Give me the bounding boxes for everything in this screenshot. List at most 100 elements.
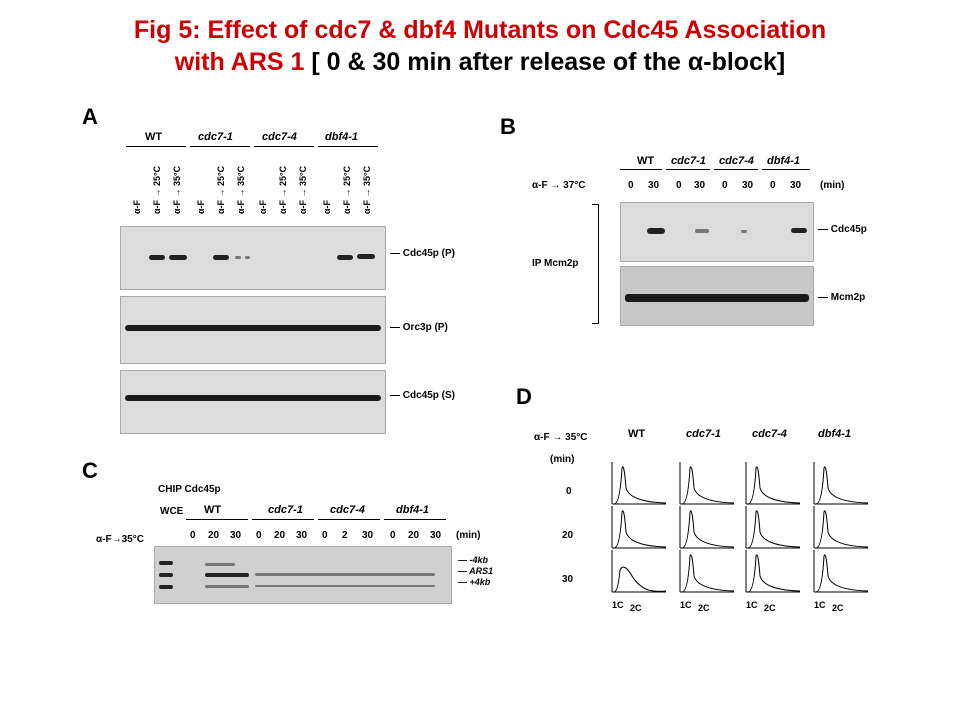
row-text: Orc3p (P) [402, 322, 448, 333]
band [205, 573, 249, 577]
hist-axes [611, 550, 666, 593]
hist-curve [613, 510, 667, 549]
panel-d-col-dbf4-1: dbf4-1 [818, 428, 851, 440]
ploidy-2c: 2C [764, 603, 776, 613]
time: 0 [770, 180, 776, 191]
time: 0 [390, 530, 396, 541]
marker-text: -4kb [469, 555, 489, 565]
panel-c-condition: α-F→35°C [96, 534, 144, 545]
hist-curve [815, 554, 869, 593]
band [125, 325, 381, 331]
marker: — +4kb [458, 577, 491, 587]
band [357, 254, 375, 259]
panel-c-underline [318, 519, 380, 520]
band [159, 573, 173, 577]
panel-c-underline [186, 519, 248, 520]
hist-axes [745, 462, 800, 505]
time: 30 [694, 180, 706, 191]
hist-axes [813, 506, 868, 549]
ploidy-2c: 2C [630, 603, 642, 613]
time: 0 [722, 180, 728, 191]
band [255, 573, 435, 576]
panel-a-label: A [82, 104, 98, 129]
time: 0 [676, 180, 682, 191]
hist-axes [611, 506, 666, 549]
lane-label: α-F [132, 199, 142, 214]
wce-label: WCE [160, 506, 184, 517]
time-label: 30 [562, 574, 574, 585]
panel-c-group-cdc7-1: cdc7-1 [268, 504, 303, 516]
panel-a-group-cdc7-1: cdc7-1 [198, 131, 233, 143]
panel-b-underline [762, 169, 810, 170]
panel-b-underline [666, 169, 710, 170]
band [245, 256, 250, 259]
time-unit: (min) [820, 180, 845, 191]
lane-label: α-F → 35°C [236, 165, 246, 214]
title-line1-text: Fig 5: Effect of cdc7 & dbf4 Mutants on … [133, 16, 827, 44]
hist-axes [679, 462, 734, 505]
ploidy-2c: 2C [832, 603, 844, 613]
row-label-a: — Cdc45p (S) [390, 390, 456, 401]
time-label: 0 [566, 486, 572, 497]
panel-b-group-cdc7-1: cdc7-1 [671, 155, 706, 167]
gel-a-cdc45p-s [120, 370, 386, 434]
row-text: Cdc45p (P) [402, 248, 456, 259]
panel-a-underline [126, 146, 186, 147]
time: 30 [296, 530, 308, 541]
ip-label: IP Mcm2p [532, 258, 579, 269]
time: 0 [628, 180, 634, 191]
hist-axes [679, 550, 734, 593]
band [169, 255, 187, 260]
marker: — -4kb [458, 555, 489, 565]
time: 20 [408, 530, 420, 541]
panel-d-col-wt: WT [628, 428, 646, 440]
time: 30 [230, 530, 242, 541]
hist-axes [813, 462, 868, 505]
row-text: Cdc45p (S) [402, 390, 456, 401]
hist-curve [747, 554, 801, 593]
band [625, 294, 809, 302]
hist-curve [613, 466, 667, 505]
row-label-a: — Cdc45p (P) [390, 248, 456, 259]
lane-label: α-F → 25°C [278, 165, 288, 214]
row-label-b: — Mcm2p [818, 292, 866, 303]
row-text: Cdc45p [830, 224, 867, 235]
figure-title-line1: Fig 5: Effect of cdc7 & dbf4 Mutants on … [0, 14, 960, 46]
band [235, 256, 241, 259]
panel-d-col-cdc7-4: cdc7-4 [752, 428, 787, 440]
panel-c-underline [252, 519, 314, 520]
band [159, 561, 173, 565]
lane-label: α-F [322, 199, 332, 214]
time: 30 [742, 180, 754, 191]
band [159, 585, 173, 589]
panel-d-condition: α-F → 35°C [534, 432, 588, 443]
hist-curve [681, 466, 735, 505]
hist-curve [747, 466, 801, 505]
hist-axes [679, 506, 734, 549]
bracket [598, 204, 599, 324]
gel-b-cdc45p [620, 202, 814, 262]
title-line2-red: with ARS 1 [174, 48, 305, 76]
hist-axes [745, 506, 800, 549]
ploidy-1c: 1C [746, 600, 758, 610]
panel-c-label: C [82, 458, 98, 483]
band [791, 228, 807, 233]
lane-label: α-F → 25°C [342, 165, 352, 214]
hist-curve [747, 510, 801, 549]
ploidy-2c: 2C [698, 603, 710, 613]
ploidy-1c: 1C [814, 600, 826, 610]
hist-curve [815, 466, 869, 505]
panel-c-group-wt: WT [204, 504, 222, 516]
hist-curve [815, 510, 869, 549]
time: 30 [648, 180, 660, 191]
panel-c-group-cdc7-4: cdc7-4 [330, 504, 365, 516]
panel-b-group-wt: WT [637, 155, 655, 167]
panel-c-underline [384, 519, 446, 520]
panel-b-underline [714, 169, 758, 170]
lane-label: α-F → 35°C [298, 165, 308, 214]
hist-curve [681, 510, 735, 549]
lane-label: α-F [258, 199, 268, 214]
title-line2-rest: [ 0 & 30 min after release of the α-bloc… [304, 48, 786, 76]
marker: — ARS1 [458, 566, 494, 576]
lane-label: α-F [196, 199, 206, 214]
